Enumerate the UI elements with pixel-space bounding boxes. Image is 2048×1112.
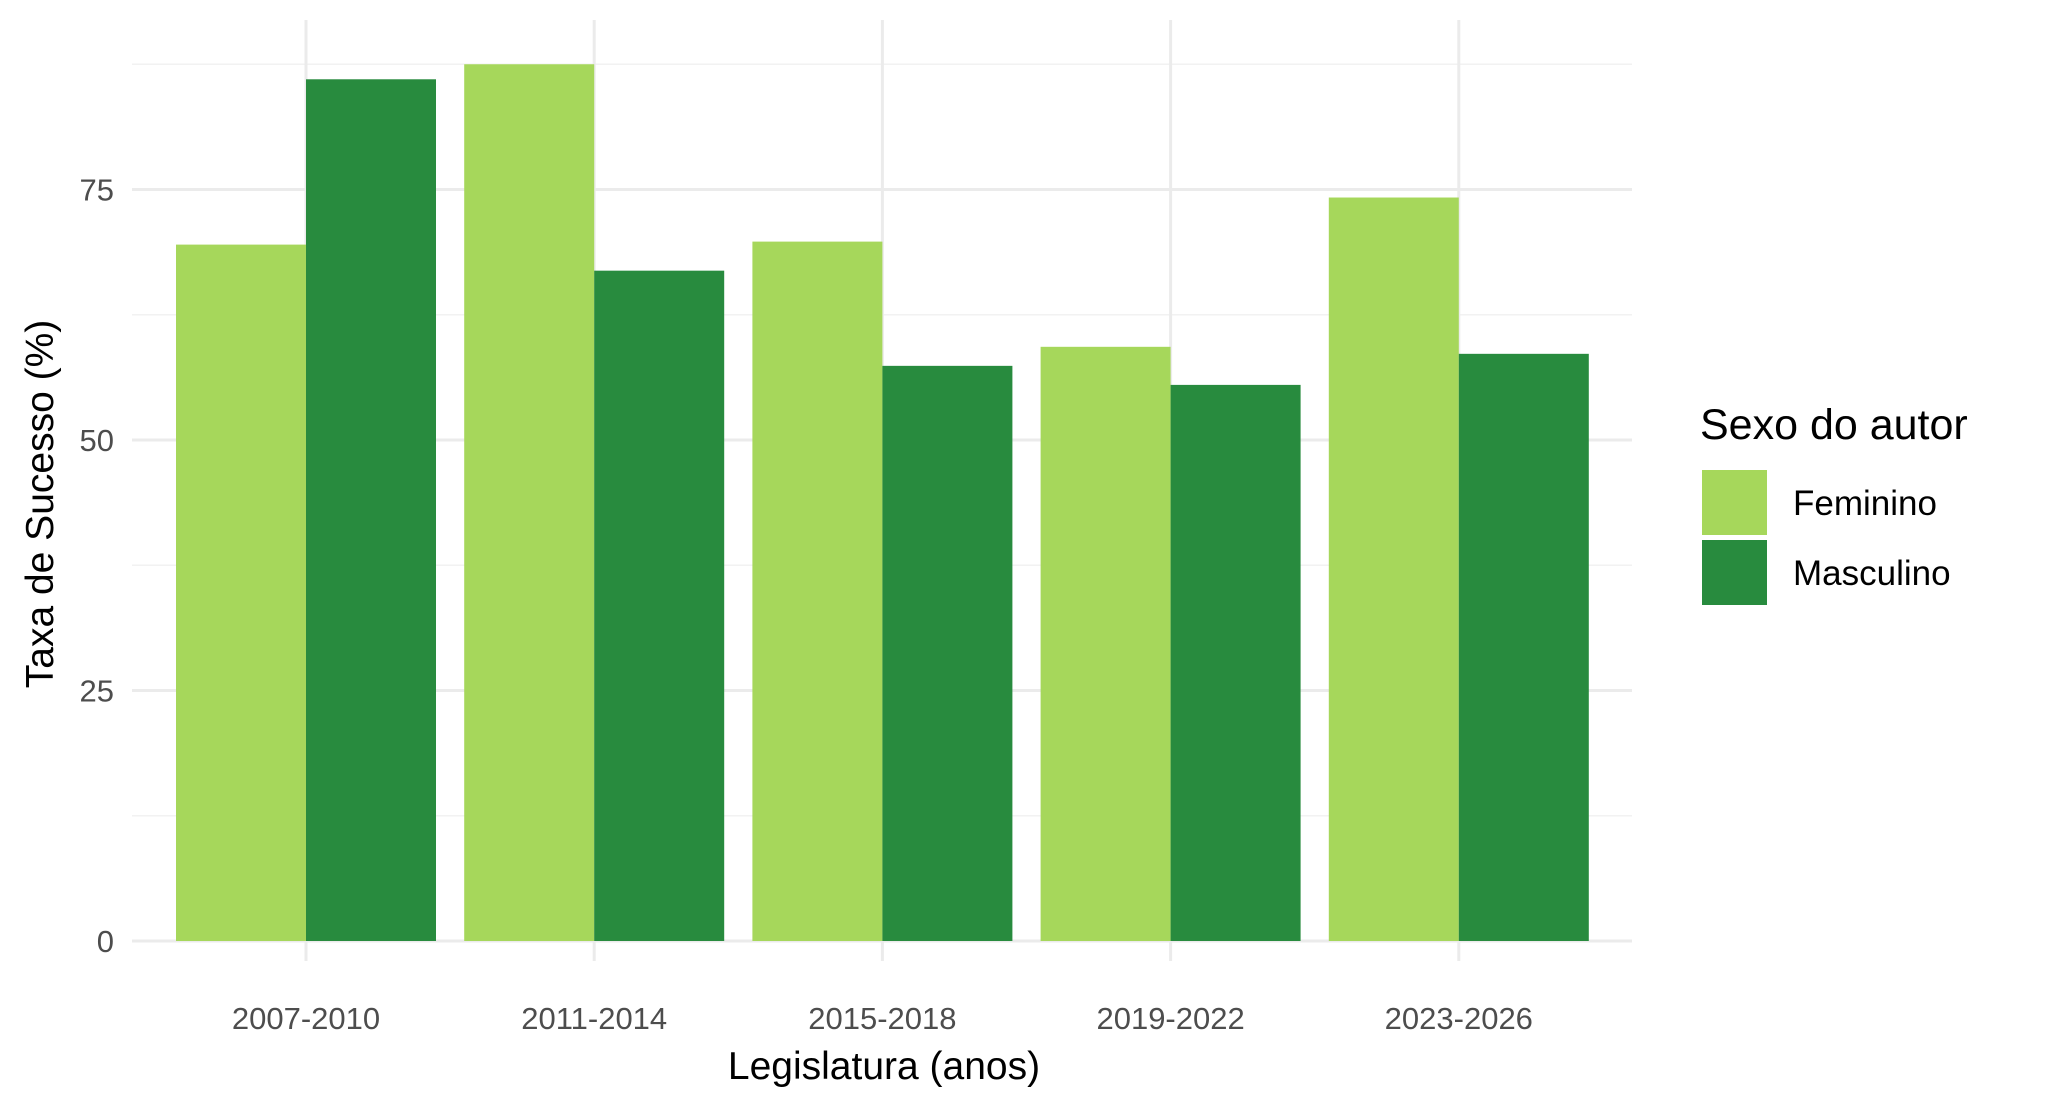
bar-masculino-2015-2018 <box>882 365 1013 941</box>
legend-swatch-masculino <box>1702 540 1767 605</box>
y-tick-label: 75 <box>80 173 114 208</box>
bar-masculino-2019-2022 <box>1170 384 1301 941</box>
bars <box>176 64 1589 942</box>
legend-swatch-feminino <box>1702 470 1767 535</box>
bar-masculino-2011-2014 <box>594 270 725 941</box>
y-axis-ticks: 0 25 50 75 <box>80 173 114 960</box>
x-tick-label: 2015-2018 <box>808 1001 956 1036</box>
legend: Sexo do autor Feminino Masculino <box>1700 401 1968 605</box>
bar-feminino-2011-2014 <box>464 64 595 941</box>
legend-label-masculino: Masculino <box>1793 554 1951 593</box>
bar-feminino-2015-2018 <box>752 241 883 941</box>
y-tick-label: 0 <box>97 924 114 959</box>
bar-masculino-2023-2026 <box>1458 353 1589 941</box>
x-tick-label: 2011-2014 <box>521 1001 667 1036</box>
legend-title: Sexo do autor <box>1700 401 1968 449</box>
x-axis-title: Legislatura (anos) <box>728 1045 1040 1088</box>
bar-masculino-2007-2010 <box>306 79 436 941</box>
y-tick-label: 25 <box>80 674 114 709</box>
bar-feminino-2007-2010 <box>176 244 306 942</box>
x-tick-label: 2007-2010 <box>232 1001 380 1036</box>
x-axis-ticks: 2007-2010 2011-2014 2015-2018 2019-2022 2023… <box>232 1001 1533 1036</box>
bar-feminino-2023-2026 <box>1328 197 1459 942</box>
x-tick-label: 2019-2022 <box>1096 1001 1244 1036</box>
y-tick-label: 50 <box>80 423 114 458</box>
legend-label-feminino: Feminino <box>1793 484 1937 523</box>
bar-feminino-2019-2022 <box>1040 346 1171 942</box>
x-tick-label: 2023-2026 <box>1385 1001 1533 1036</box>
legend-items: Feminino Masculino <box>1702 470 1951 605</box>
y-axis-title: Taxa de Sucesso (%) <box>19 320 62 689</box>
